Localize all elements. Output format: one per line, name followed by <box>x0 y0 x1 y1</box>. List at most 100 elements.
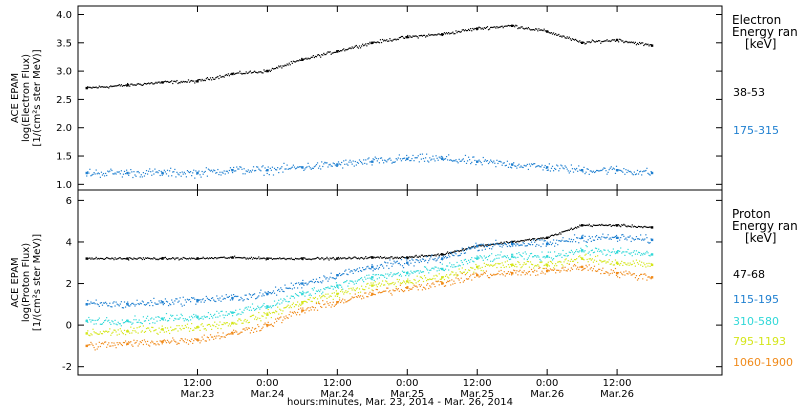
scatter-dot <box>316 290 319 293</box>
scatter-dot <box>110 85 112 87</box>
scatter-dot <box>187 79 190 81</box>
scatter-dot <box>247 327 249 329</box>
scatter-dot <box>414 279 416 281</box>
scatter-dot <box>500 269 502 272</box>
scatter-dot <box>375 157 377 160</box>
scatter-dot <box>435 255 437 257</box>
scatter-dot <box>327 258 329 260</box>
scatter-dot <box>610 225 612 228</box>
scatter-dot <box>253 328 256 330</box>
scatter-dot <box>557 234 559 236</box>
scatter-dot <box>584 250 586 252</box>
scatter-dot <box>569 228 571 230</box>
scatter-dot <box>96 87 98 89</box>
data-point <box>161 257 164 260</box>
scatter-dot <box>277 302 279 304</box>
scatter-dot <box>162 173 164 175</box>
scatter-dot <box>433 254 435 257</box>
scatter-dot <box>123 85 126 87</box>
scatter-dot <box>565 270 567 272</box>
scatter-dot <box>336 295 339 298</box>
scatter-dot <box>486 259 489 261</box>
scatter-dot <box>284 307 286 309</box>
scatter-dot <box>193 313 195 316</box>
scatter-dot <box>286 317 288 319</box>
scatter-dot <box>105 172 107 175</box>
scatter-dot <box>279 303 281 305</box>
scatter-dot <box>514 256 516 258</box>
scatter-dot <box>354 45 356 47</box>
scatter-dot <box>373 256 375 258</box>
scatter-dot <box>102 258 105 260</box>
scatter-dot <box>598 170 600 172</box>
scatter-dot <box>527 261 529 263</box>
scatter-dot <box>293 259 296 261</box>
scatter-dot <box>571 241 574 243</box>
scatter-dot <box>429 285 431 287</box>
scatter-dot <box>520 244 522 246</box>
scatter-dot <box>450 32 452 35</box>
scatter-dot <box>248 321 250 323</box>
scatter-dot <box>630 41 632 43</box>
scatter-dot <box>592 268 595 270</box>
data-point <box>476 244 479 248</box>
scatter-dot <box>370 282 372 284</box>
scatter-dot <box>315 257 318 259</box>
scatter-dot <box>569 38 571 40</box>
scatter-dot <box>538 28 540 30</box>
scatter-dot <box>633 273 635 275</box>
scatter-dot <box>334 304 336 306</box>
scatter-dot <box>431 34 433 36</box>
scatter-dot <box>649 255 651 257</box>
scatter-dot <box>158 316 160 318</box>
xtick-label-date: Mar.26 <box>530 389 564 400</box>
scatter-dot <box>238 256 240 259</box>
scatter-dot <box>423 34 426 36</box>
scatter-dot <box>186 298 189 300</box>
scatter-dot <box>431 267 433 269</box>
scatter-dot <box>434 266 436 268</box>
scatter-dot <box>134 258 136 260</box>
scatter-dot <box>154 322 156 324</box>
scatter-dot <box>113 173 115 175</box>
scatter-dot <box>172 301 174 303</box>
scatter-dot <box>162 304 164 306</box>
scatter-dot <box>224 74 226 77</box>
data-point <box>231 296 234 300</box>
scatter-dot <box>276 169 278 171</box>
scatter-dot <box>509 166 512 168</box>
scatter-dot <box>110 345 112 347</box>
scatter-dot <box>534 255 536 257</box>
scatter-dot <box>484 257 486 259</box>
scatter-dot <box>199 342 201 344</box>
scatter-dot <box>217 332 219 334</box>
scatter-dot <box>132 330 134 332</box>
scatter-dot <box>140 174 142 176</box>
scatter-dot <box>350 270 352 272</box>
scatter-dot <box>461 249 463 251</box>
scatter-dot <box>595 40 598 42</box>
scatter-dot <box>544 164 546 167</box>
scatter-dot <box>452 271 454 273</box>
scatter-dot <box>551 33 554 35</box>
scatter-dot <box>459 160 461 162</box>
scatter-dot <box>551 165 554 167</box>
scatter-dot <box>354 256 356 258</box>
scatter-dot <box>585 42 587 45</box>
scatter-dot <box>632 226 634 228</box>
scatter-dot <box>377 158 379 160</box>
scatter-dot <box>262 315 264 317</box>
scatter-dot <box>264 322 266 324</box>
scatter-dot <box>348 161 350 163</box>
scatter-dot <box>577 261 579 264</box>
scatter-dot <box>280 316 282 318</box>
scatter-dot <box>303 284 305 286</box>
scatter-dot <box>149 304 151 307</box>
scatter-dot <box>238 318 240 320</box>
scatter-dot <box>249 332 251 334</box>
scatter-dot <box>127 172 129 175</box>
scatter-dot <box>565 230 567 232</box>
scatter-dot <box>117 329 119 331</box>
scatter-dot <box>498 244 500 246</box>
scatter-dot <box>264 306 266 308</box>
